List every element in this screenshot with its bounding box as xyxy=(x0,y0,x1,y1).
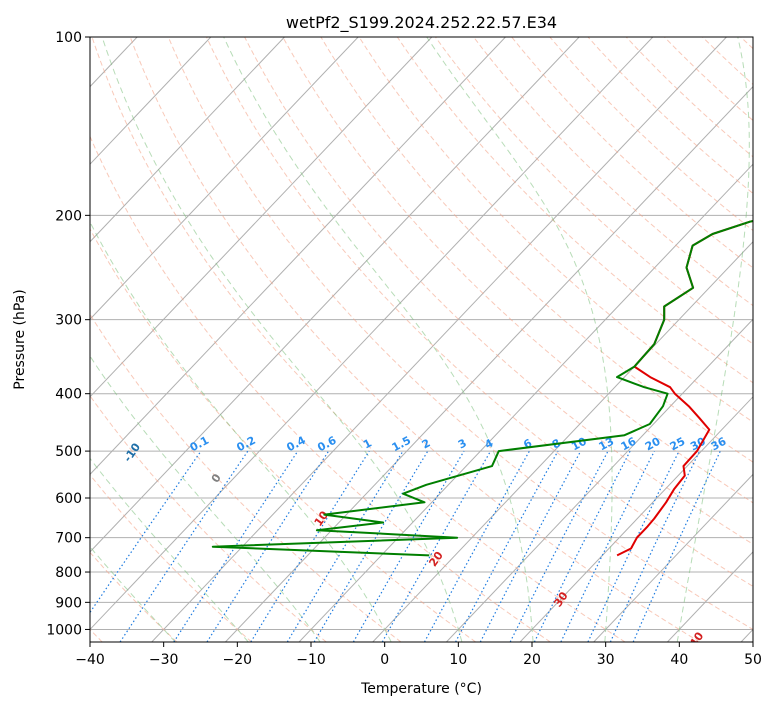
dry-adiabat-line xyxy=(90,135,551,642)
sounding-profiles xyxy=(211,219,753,557)
plot-frame xyxy=(89,36,754,643)
isotherm-line xyxy=(372,241,753,642)
x-tick-label: 30 xyxy=(597,652,615,668)
isotherm-line xyxy=(90,37,285,243)
mixing-ratio-line xyxy=(250,450,370,642)
isotherm-line xyxy=(90,37,506,476)
mixing-ratio-line xyxy=(560,450,655,642)
mixing-ratio-label: 20 xyxy=(643,435,663,454)
y-tick-label: 600 xyxy=(55,491,82,507)
y-tick-label: 100 xyxy=(55,30,82,46)
y-tick-label: 300 xyxy=(55,313,82,329)
y-tick-label: 200 xyxy=(55,208,82,224)
isotherm-line xyxy=(90,37,359,320)
isotherm-line xyxy=(225,85,753,642)
dry-adiabat-line xyxy=(396,37,753,384)
moist-adiabat-line xyxy=(90,221,392,642)
dry-adiabat-line xyxy=(90,551,178,642)
moist-adiabat-line xyxy=(90,355,321,642)
mixing-ratio-line xyxy=(173,450,299,642)
moist-adiabat-line xyxy=(223,37,534,642)
isotherm-line xyxy=(593,473,753,642)
mixing-ratio-line xyxy=(533,450,631,642)
isotherm-line xyxy=(298,163,753,642)
moist-adiabat-line xyxy=(676,37,750,642)
mixing-ratio-line xyxy=(632,450,721,642)
isotherm-line xyxy=(151,37,727,642)
x-axis-title: Temperature (°C) xyxy=(360,681,482,697)
chart-title: wetPf2_S199.2024.252.22.57.E34 xyxy=(286,13,557,33)
mixing-ratio-label: 13 xyxy=(597,435,617,454)
y-tick-label: 400 xyxy=(55,387,82,403)
x-tick-label: −30 xyxy=(149,652,179,668)
isotherm-line xyxy=(90,37,212,165)
x-tick-label: 20 xyxy=(523,652,541,668)
mixing-ratio-line xyxy=(206,450,330,642)
y-axis-title: Pressure (hPa) xyxy=(12,289,28,389)
x-tick-label: 0 xyxy=(380,652,389,668)
isotherm-line xyxy=(90,37,654,631)
isotherm-line xyxy=(90,37,433,398)
isotherm-line xyxy=(90,37,580,553)
isotherm-line xyxy=(446,318,753,642)
dry-adiabat-line xyxy=(90,473,252,642)
mixing-ratio-label: 25 xyxy=(668,435,688,454)
dry-adiabat-line xyxy=(90,227,476,642)
x-tick-label: 10 xyxy=(449,652,467,668)
mixing-ratio-line xyxy=(423,450,530,642)
dry-adiabat-line xyxy=(129,37,701,642)
dry-adiabat-line xyxy=(282,37,753,504)
x-tick-label: −40 xyxy=(75,652,105,668)
dry-adiabat-line xyxy=(167,37,753,630)
moist-adiabat-line xyxy=(90,546,176,642)
y-tick-label: 800 xyxy=(55,565,82,581)
dry-adiabat-line xyxy=(358,37,753,423)
dry-adiabat-line xyxy=(91,37,626,642)
mixing-ratio-line xyxy=(381,450,492,642)
isotherm-line xyxy=(519,396,753,642)
dry-adiabat-line xyxy=(90,313,402,642)
x-tick-label: 50 xyxy=(744,652,762,668)
background-lines xyxy=(90,37,753,642)
x-tick-label: −20 xyxy=(223,652,253,668)
dewpoint-line xyxy=(211,219,753,557)
x-tick-label: 40 xyxy=(670,652,688,668)
y-tick-label: 700 xyxy=(55,531,82,547)
mixing-ratio-label: 10 xyxy=(569,435,589,454)
moist-adiabat-line xyxy=(101,37,463,642)
mixing-ratio-line xyxy=(119,450,249,642)
mixing-ratio-label: 36 xyxy=(709,435,729,454)
x-tick-label: −10 xyxy=(296,652,326,668)
axis-ticks: −40 −30 −20 −10 0 10 20 30 40 50 100 200 300 400 500 60… xyxy=(46,30,762,668)
y-tick-label: 500 xyxy=(55,444,82,460)
dry-adiabat-line xyxy=(206,37,753,587)
y-tick-label: 900 xyxy=(55,595,82,611)
moist-adiabat-line xyxy=(90,457,249,642)
mixing-ratio-label: 16 xyxy=(619,435,639,454)
mixing-ratio-line xyxy=(455,450,559,642)
dry-adiabat-line xyxy=(473,37,753,307)
mixing-ratio-line xyxy=(286,450,404,642)
y-tick-label: 1000 xyxy=(46,622,82,638)
